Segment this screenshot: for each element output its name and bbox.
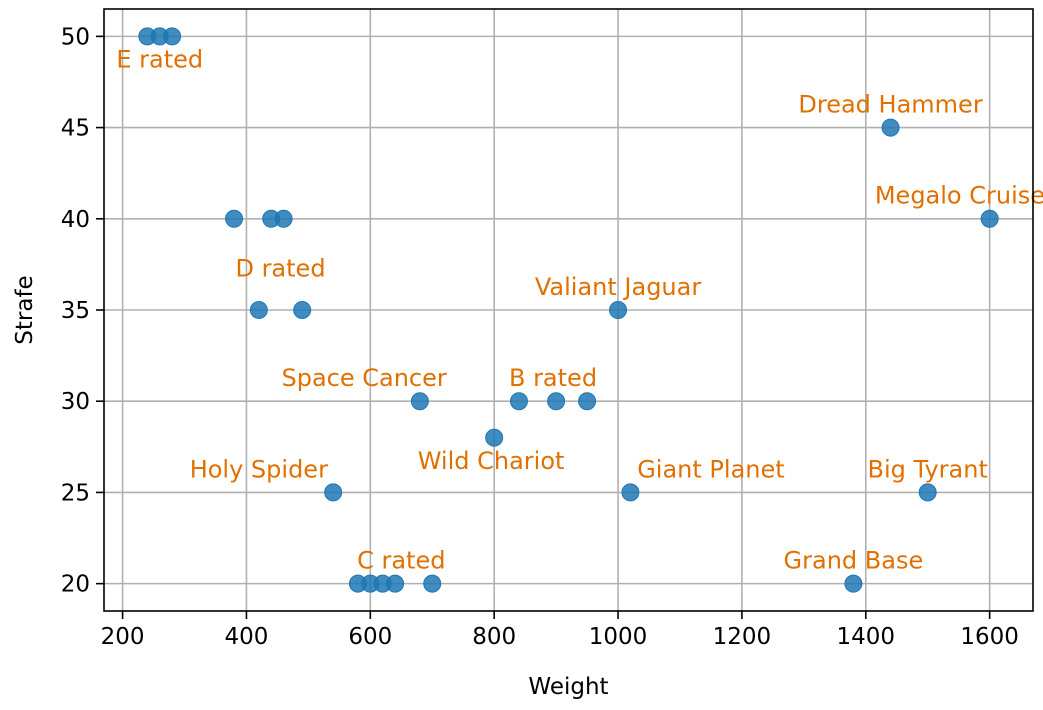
x-tick-label: 1000 [589, 624, 648, 650]
data-point [881, 118, 900, 137]
data-point [324, 483, 343, 502]
axis-ticks: 200 400 600 800 1000 1200 1400 1600 20 25 30 35 40 45… [61, 24, 1019, 650]
annotation-label: Big Tyrant [868, 455, 988, 483]
data-point [293, 301, 312, 319]
data-point [225, 209, 244, 228]
data-point [980, 209, 999, 228]
y-tick-label: 20 [61, 572, 90, 598]
data-point [609, 301, 628, 319]
annotation-label: B rated [509, 364, 597, 392]
y-tick-label: 45 [61, 116, 90, 142]
y-tick-label: 30 [61, 389, 90, 415]
x-tick-label: 400 [224, 624, 268, 650]
x-tick-label: 800 [472, 624, 516, 650]
annotation-label: Holy Spider [190, 455, 328, 483]
data-point [386, 574, 405, 593]
annotation-label: Giant Planet [637, 455, 784, 483]
point-annotations: E rated Dread Hammer Megalo Cruiser D rated… [116, 45, 1043, 574]
y-tick-label: 50 [61, 24, 90, 50]
y-tick-label: 35 [61, 298, 90, 324]
annotation-label: D rated [235, 255, 325, 283]
data-point [509, 392, 528, 411]
data-points [138, 27, 999, 593]
data-point [844, 574, 863, 593]
y-tick-label: 25 [61, 480, 90, 506]
data-point [274, 209, 293, 228]
annotation-label: C rated [357, 547, 445, 575]
annotation-label: Space Cancer [281, 364, 446, 392]
x-tick-label: 1600 [960, 624, 1019, 650]
data-point [249, 301, 268, 319]
y-axis-label: Strafe [12, 275, 38, 344]
x-tick-label: 1200 [713, 624, 772, 650]
x-tick-label: 600 [348, 624, 392, 650]
annotation-label: E rated [116, 45, 203, 73]
annotation-label: Grand Base [784, 547, 924, 575]
data-point [485, 428, 504, 447]
data-point [547, 392, 566, 411]
annotation-label: Megalo Cruiser [875, 182, 1043, 210]
annotation-label: Wild Chariot [418, 447, 565, 475]
data-point [163, 27, 182, 46]
y-tick-label: 40 [61, 207, 90, 233]
annotation-label: Valiant Jaguar [535, 273, 701, 301]
x-tick-label: 1400 [837, 624, 896, 650]
data-point [410, 392, 429, 411]
x-axis-label: Weight [528, 674, 608, 700]
grid-lines [104, 9, 1033, 611]
annotation-label: Dread Hammer [798, 90, 982, 118]
data-point [918, 483, 937, 502]
data-point [621, 483, 640, 502]
x-tick-label: 200 [101, 624, 145, 650]
data-point [423, 574, 442, 593]
data-point [578, 392, 597, 411]
